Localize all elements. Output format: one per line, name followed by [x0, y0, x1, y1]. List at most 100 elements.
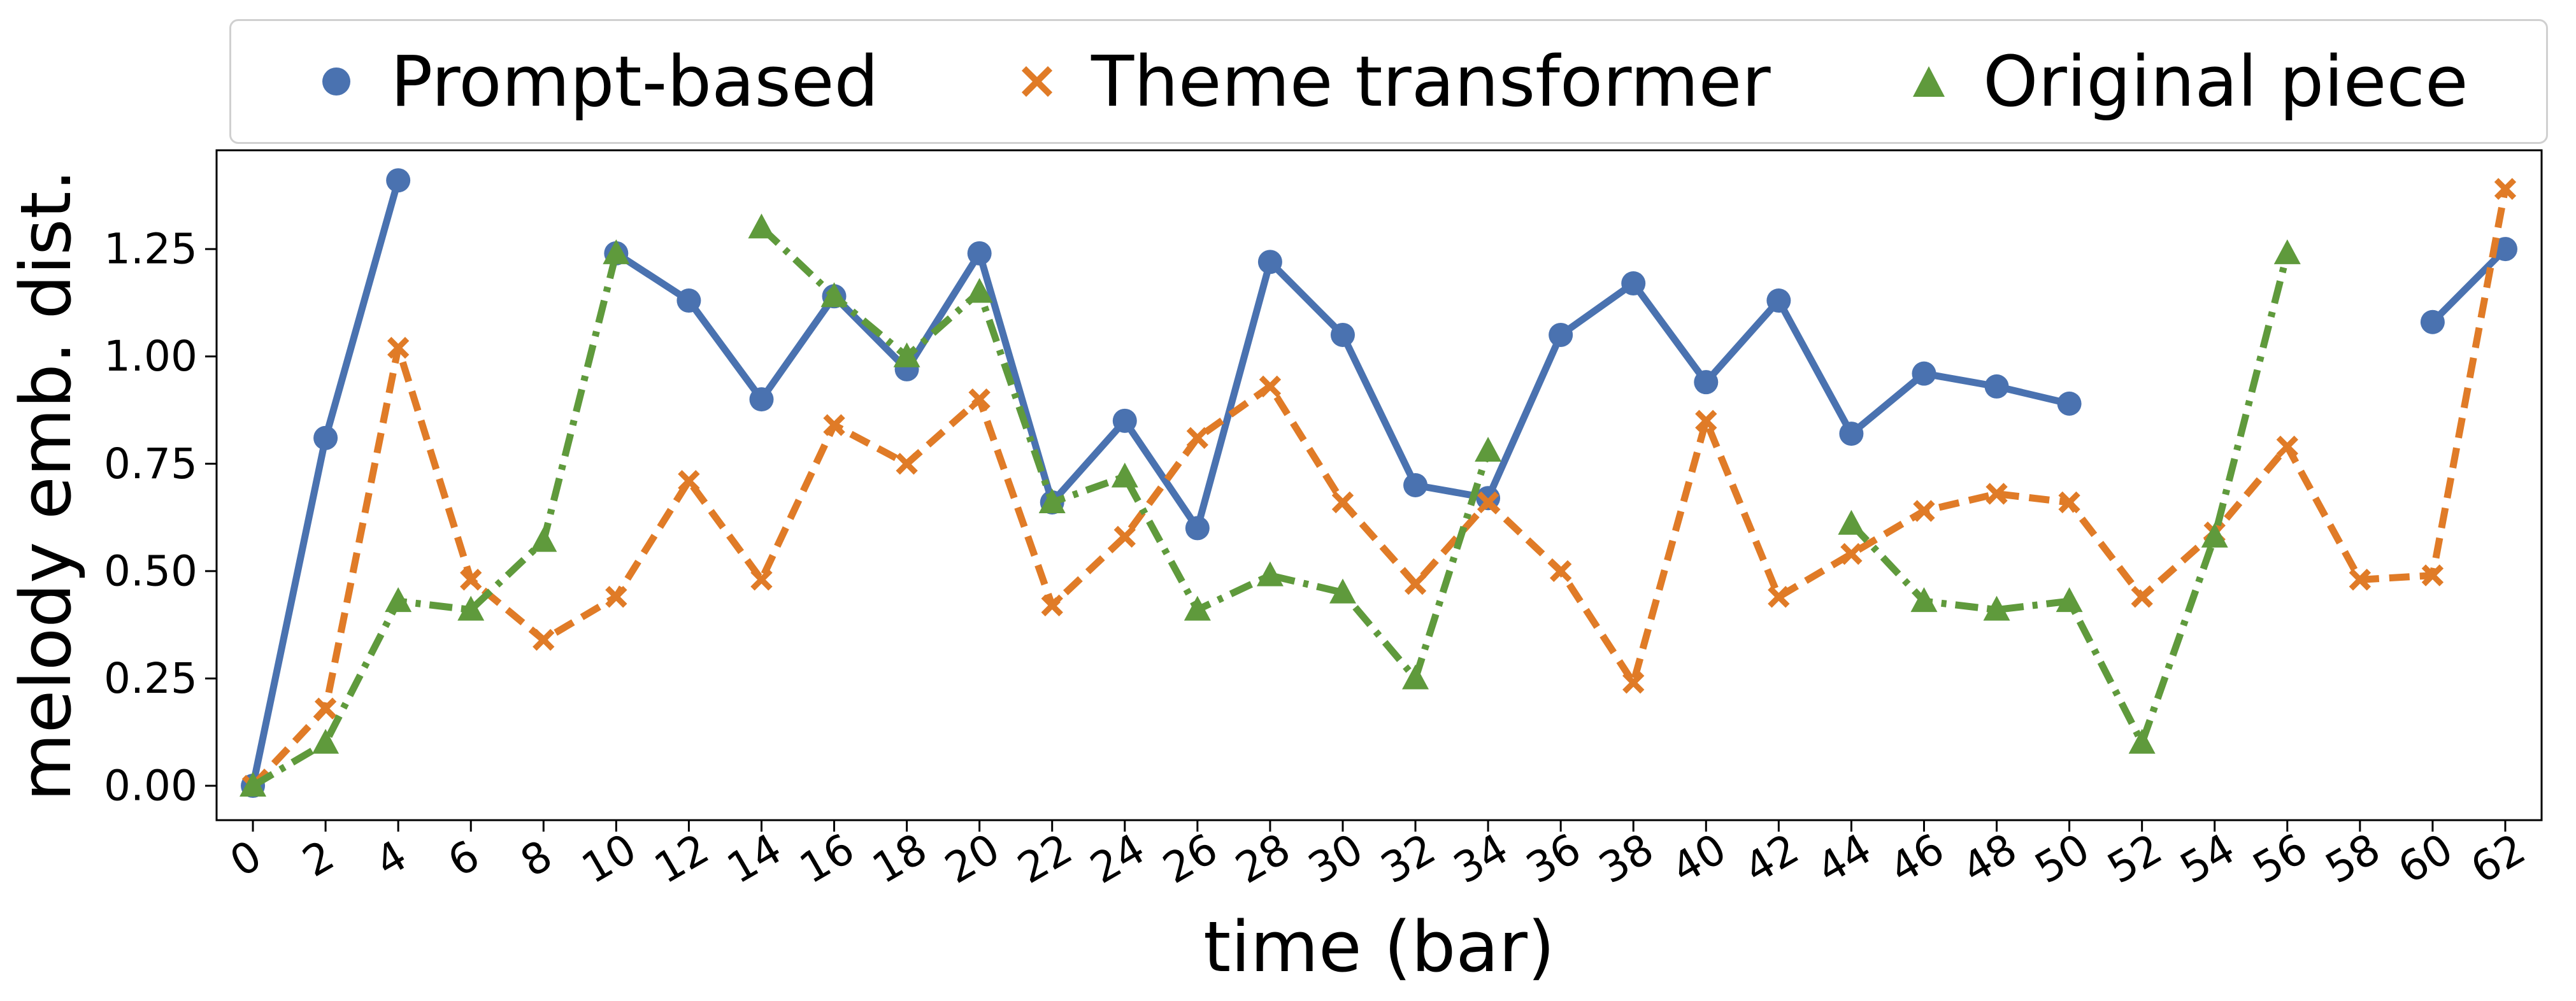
data-point-theme-transformer — [2131, 586, 2153, 608]
data-point-theme-transformer — [968, 388, 991, 411]
x-tick-label: 24 — [1082, 824, 1153, 893]
data-point-theme-transformer — [2421, 564, 2444, 586]
x-tick-label: 10 — [573, 824, 644, 893]
x-tick-label: 22 — [1010, 824, 1080, 893]
data-point-original-piece — [1910, 587, 1938, 613]
data-point-prompt-based — [313, 425, 338, 450]
data-point-theme-transformer — [1041, 594, 1063, 617]
data-point-original-piece — [1475, 437, 1502, 462]
x-tick-label: 4 — [367, 831, 415, 887]
data-point-prompt-based — [676, 288, 701, 313]
data-point-theme-transformer — [1404, 572, 1427, 595]
data-point-theme-transformer — [823, 414, 845, 436]
data-point-theme-transformer — [1186, 427, 1209, 450]
data-point-original-piece — [2128, 728, 2156, 754]
x-tick-label: 34 — [1445, 824, 1516, 893]
data-point-prompt-based — [2057, 391, 2082, 416]
data-point-original-piece — [530, 527, 557, 552]
x-tick-label: 14 — [719, 824, 790, 893]
circle-marker-icon — [322, 67, 350, 96]
x-tick-label: 30 — [1300, 824, 1371, 893]
legend-label: Prompt-based — [390, 41, 879, 122]
series-theme-transformer — [241, 178, 2517, 797]
data-point-theme-transformer — [1913, 500, 1935, 522]
data-point-prompt-based — [1912, 361, 1936, 386]
legend: Prompt-based Theme transformer Original … — [229, 19, 2548, 144]
data-point-original-piece — [2056, 587, 2083, 613]
data-point-theme-transformer — [1477, 491, 1499, 514]
y-tick-label: 0.25 — [104, 654, 197, 703]
data-point-theme-transformer — [1259, 375, 1282, 398]
data-point-theme-transformer — [1331, 491, 1354, 514]
data-point-original-piece — [2201, 522, 2228, 548]
data-point-prompt-based — [1549, 322, 1573, 347]
data-point-prompt-based — [1112, 408, 1137, 433]
data-point-theme-transformer — [1113, 525, 1136, 548]
x-tick-label: 60 — [2390, 824, 2461, 893]
data-point-original-piece — [748, 213, 775, 239]
x-tick-label: 8 — [513, 831, 561, 887]
data-point-theme-transformer — [2058, 491, 2080, 514]
data-point-prompt-based — [1694, 370, 1719, 395]
data-point-prompt-based — [1984, 374, 2009, 399]
data-point-original-piece — [312, 728, 340, 754]
data-point-theme-transformer — [1695, 409, 1717, 432]
x-tick-label: 12 — [647, 824, 717, 893]
x-marker-icon — [1021, 66, 1053, 97]
x-tick-label: 36 — [1518, 824, 1589, 893]
series-original-piece — [240, 213, 2301, 797]
data-point-theme-transformer — [1840, 543, 1863, 565]
series-line-original-piece — [759, 225, 1492, 682]
data-point-theme-transformer — [460, 569, 482, 591]
data-point-theme-transformer — [387, 337, 410, 359]
series-prompt-based — [241, 168, 2517, 799]
data-point-theme-transformer — [2494, 178, 2517, 200]
data-point-prompt-based — [1621, 271, 1646, 296]
data-point-prompt-based — [967, 241, 992, 266]
data-point-prompt-based — [1839, 422, 1864, 446]
plot-frame — [215, 149, 2543, 821]
data-point-theme-transformer — [896, 453, 918, 475]
data-point-original-piece — [966, 278, 993, 303]
y-axis: 0.00 0.25 0.50 0.75 1.00 1.25 — [104, 225, 217, 811]
x-tick-label: 42 — [1736, 824, 1807, 893]
data-point-original-piece — [457, 595, 485, 621]
x-tick-label: 32 — [1373, 824, 1443, 893]
y-tick-label: 0.75 — [104, 439, 197, 488]
data-point-original-piece — [1402, 664, 1429, 690]
data-point-original-piece — [1983, 595, 2010, 621]
data-point-original-piece — [1329, 578, 1356, 604]
plot-area — [240, 168, 2517, 799]
x-tick-label: 6 — [440, 831, 488, 887]
data-point-prompt-based — [1403, 473, 1428, 497]
legend-label: Original piece — [1983, 41, 2468, 122]
data-point-original-piece — [1038, 488, 1066, 513]
data-point-prompt-based — [1330, 322, 1355, 347]
data-point-original-piece — [1256, 561, 1284, 586]
data-point-original-piece — [820, 282, 848, 308]
data-point-original-piece — [603, 239, 630, 264]
x-tick-label: 26 — [1155, 824, 1226, 893]
data-point-original-piece — [1184, 595, 1211, 621]
data-point-theme-transformer — [605, 586, 627, 608]
data-point-theme-transformer — [678, 470, 700, 492]
x-tick-label: 40 — [1663, 824, 1734, 893]
x-tick-label: 44 — [1809, 824, 1880, 893]
legend-item-original-piece: Original piece — [1900, 21, 2468, 142]
x-tick-label: 18 — [864, 824, 935, 893]
data-point-prompt-based — [749, 387, 774, 412]
y-tick-label: 1.25 — [104, 225, 197, 274]
legend-item-prompt-based: Prompt-based — [308, 21, 878, 142]
x-axis-label: time (bar) — [1203, 906, 1555, 988]
data-point-theme-transformer — [1986, 483, 2008, 505]
x-tick-label: 16 — [792, 824, 862, 893]
data-point-prompt-based — [2420, 309, 2445, 334]
legend-label: Theme transformer — [1091, 41, 1771, 122]
x-tick-label: 20 — [937, 824, 1008, 893]
data-point-original-piece — [1111, 462, 1138, 488]
data-point-prompt-based — [2493, 237, 2517, 262]
x-tick-label: 58 — [2317, 824, 2388, 893]
x-tick-label: 56 — [2245, 824, 2315, 893]
x-tick-label: 48 — [1954, 824, 2025, 893]
